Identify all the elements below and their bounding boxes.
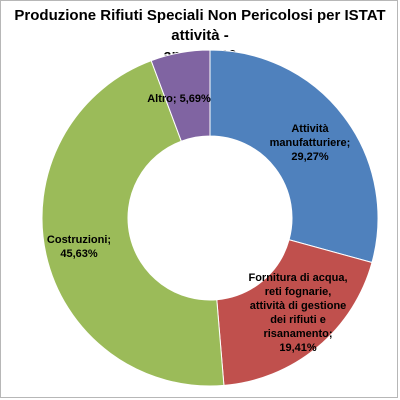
slice-label-line: Costruzioni; [47,234,111,246]
donut-slice-1 [209,49,379,264]
slice-label-line: reti fognarie, [265,286,332,298]
slice-label-line: Altro; 5,69% [147,93,211,105]
slice-label-line: Fornitura di acqua, [248,272,347,284]
slice-label-line: manufatturiere; [270,137,351,149]
donut-slice-2 [216,239,373,386]
slice-label-line: Attività [291,123,329,135]
slice-label-line: 19,41% [279,342,317,354]
donut-slice-3 [41,59,225,387]
slice-label-2: Fornitura di acqua, reti fognarie, attivit… [248,272,347,354]
slice-label-line: attività di gestione [250,300,347,312]
slice-label-line: risanamento; [263,328,332,340]
chart-title-line-1: Produzione Rifiuti Speciali Non Pericolo… [14,7,386,44]
slice-label-line: 45,63% [60,248,98,260]
slice-label-1: Attività manufatturiere; 29,27% [270,123,351,163]
donut-slice-4 [150,49,211,142]
slice-label-3: Costruzioni; 45,63% [47,234,111,260]
slice-label-4: Altro; 5,69% [147,93,211,105]
slice-label-line: dei rifiuti e [270,314,326,326]
slice-label-line: 29,27% [291,151,329,163]
